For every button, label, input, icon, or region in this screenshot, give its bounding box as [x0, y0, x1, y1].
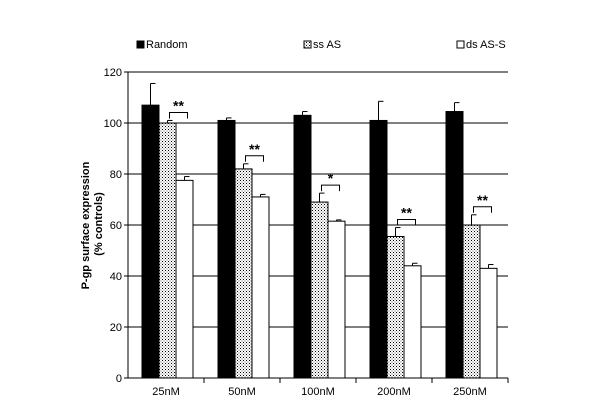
y-tick-label: 40: [110, 271, 122, 283]
bar-random: [141, 104, 160, 379]
significance-label: **: [401, 205, 412, 221]
y-axis-label-line1: P-gp surface expression: [80, 161, 92, 289]
y-tick-label: 80: [110, 169, 122, 181]
bars: [141, 82, 498, 379]
bar-random: [445, 111, 464, 379]
bar-random: [217, 119, 236, 379]
y-tick-label: 0: [116, 373, 122, 385]
y-tick-label: 60: [110, 220, 122, 232]
x-tick-label: 100nM: [301, 386, 335, 398]
x-tick-label: 200nM: [377, 386, 411, 398]
x-tick-label: 25nM: [152, 386, 180, 398]
legend-label-ds-as-s: ds AS-S: [466, 39, 506, 51]
bar-ss-as: [234, 168, 253, 379]
axes: [124, 71, 509, 383]
legend-label-ss-as: ss AS: [313, 39, 341, 51]
x-tick-label: 250nM: [453, 386, 487, 398]
bar-ss-as: [386, 235, 405, 379]
significance-label: **: [249, 141, 260, 157]
y-tick-label: 100: [104, 118, 122, 130]
legend-label-random: Random: [146, 39, 188, 51]
y-tick-label: 120: [104, 67, 122, 79]
significance-annotations: *********: [169, 97, 492, 226]
bar-ds-as-s: [175, 179, 194, 379]
significance-bracket: [245, 155, 264, 162]
bar-random: [369, 119, 388, 379]
significance-label: *: [328, 170, 334, 186]
bar-ss-as: [310, 201, 329, 379]
bar-ds-as-s: [327, 220, 346, 379]
bar-ss-as: [462, 224, 481, 379]
significance-bracket: [321, 184, 340, 192]
significance-bracket: [169, 111, 188, 119]
tick-labels: 0 20 40 60 80 100 120 25nM 50nM 100nM 200nM 250nM: [104, 67, 487, 398]
legend-swatch-ds-as-s: [456, 40, 465, 49]
y-tick-label: 20: [110, 322, 122, 334]
x-tick-label: 50nM: [228, 386, 256, 398]
legend-swatch-random: [136, 40, 145, 49]
significance-label: **: [173, 97, 184, 113]
bar-random: [293, 114, 312, 379]
bar-ds-as-s: [479, 267, 498, 379]
significance-bracket: [397, 219, 416, 226]
significance-label: **: [477, 192, 488, 208]
bar-ss-as: [158, 122, 177, 379]
legend-swatch-ss-as: [303, 40, 312, 49]
y-axis-label: P-gp surface expression (% controls): [80, 159, 105, 290]
legend: Random ss AS ds AS-S: [136, 39, 506, 51]
significance-bracket: [473, 206, 492, 213]
bar-ds-as-s: [251, 196, 270, 379]
bar-ds-as-s: [403, 265, 422, 379]
y-axis-label-line2: (% controls): [93, 192, 105, 256]
